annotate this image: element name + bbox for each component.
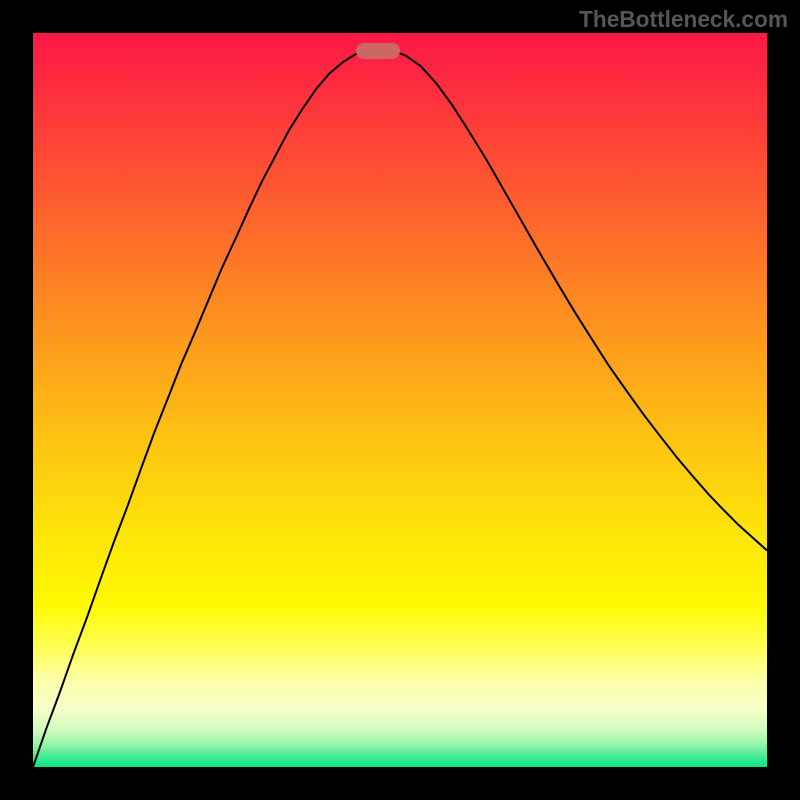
watermark-text: TheBottleneck.com — [579, 6, 788, 33]
curve-right — [393, 51, 767, 551]
plot-area — [33, 33, 767, 767]
curve-layer — [33, 33, 767, 767]
min-marker — [356, 43, 400, 59]
curve-left — [33, 51, 363, 767]
